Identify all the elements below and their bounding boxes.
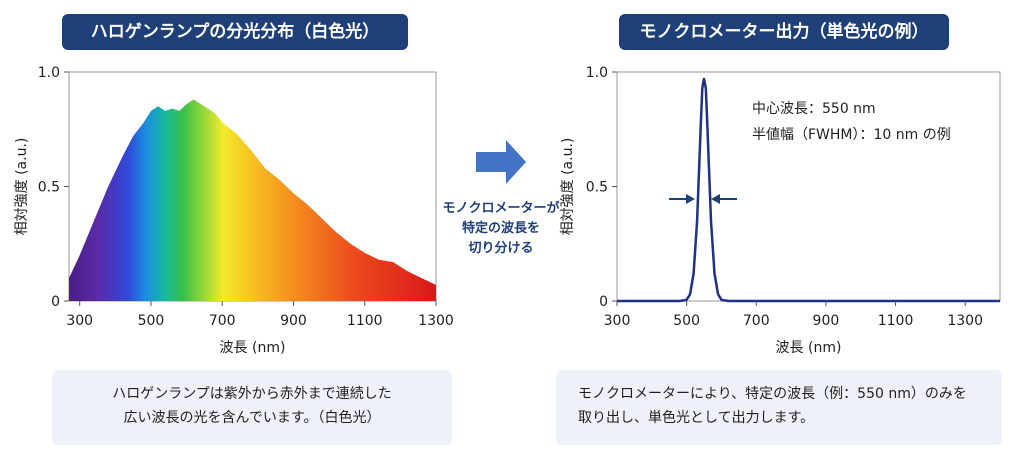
- y-tick-label: 0.5: [38, 180, 60, 196]
- fwhm-right-arrow-icon: [711, 194, 737, 204]
- halogen-spectrum-chart: 300 500 700 900 1100 1300 0 0.5 1.0 波長 (nm) 相対強度 (…: [14, 65, 454, 356]
- x-tick-label: 1300: [418, 313, 454, 329]
- x-axis-label: 波長 (nm): [220, 340, 286, 356]
- fwhm-left-arrow-icon: [669, 194, 695, 204]
- y-tick-label: 1.0: [586, 65, 608, 81]
- left-panel-title: ハロゲンランプの分光分布（白色光）: [62, 14, 408, 50]
- left-note-box: ハロゲンランプは紫外から赤外まで連続した 広い波長の光を含んでいます。（白色光）: [52, 370, 452, 445]
- x-tick-label: 900: [280, 313, 307, 329]
- monochromator-output-chart: 300 500 700 900 1100 1300 0 0.5 1.0 波長 (nm) 相対強度 (…: [560, 65, 1001, 356]
- x-tick-label: 1300: [947, 313, 983, 329]
- x-tick-label: 500: [138, 313, 165, 329]
- right-arrow-icon: [476, 140, 526, 184]
- middle-caption-line: 特定の波長を: [461, 221, 540, 236]
- left-note-line: 広い波長の光を含んでいます。（白色光）: [123, 410, 381, 426]
- x-tick-label: 1100: [878, 313, 914, 329]
- x-tick-label: 300: [66, 313, 93, 329]
- y-tick-label: 0.5: [586, 180, 608, 196]
- x-tick-label: 900: [813, 313, 840, 329]
- spectrum-area: [69, 99, 436, 301]
- right-note-box: モノクロメーターにより、特定の波長（例：550 nm）のみを 取り出し、単色光と…: [556, 370, 1002, 445]
- y-tick-label: 0: [51, 294, 60, 310]
- right-note-line: 取り出し、単色光として出力します。: [578, 410, 815, 426]
- middle-caption-line: 切り分ける: [468, 241, 534, 256]
- left-note-line: ハロゲンランプは紫外から赤外まで連続した: [112, 386, 392, 402]
- fwhm-annotation: 半値幅（FWHM）：10 nm の例: [752, 127, 951, 143]
- y-tick-label: 0: [599, 294, 608, 310]
- right-note-line: モノクロメーターにより、特定の波長（例：550 nm）のみを: [578, 386, 967, 402]
- y-axis-label: 相対強度 (a.u.): [14, 138, 30, 236]
- x-tick-label: 700: [743, 313, 770, 329]
- x-tick-label: 700: [209, 313, 236, 329]
- y-axis-label: 相対強度 (a.u.): [560, 138, 576, 236]
- y-tick-label: 1.0: [38, 65, 60, 81]
- output-line: [617, 77, 1000, 303]
- center-wavelength-annotation: 中心波長：550 nm: [752, 101, 876, 117]
- x-tick-label: 1100: [347, 313, 383, 329]
- middle-caption: モノクロメーターが 特定の波長を 切り分ける: [436, 199, 566, 259]
- middle-caption-line: モノクロメーターが: [442, 201, 560, 216]
- right-panel-title: モノクロメーター出力（単色光の例）: [619, 14, 949, 50]
- x-tick-label: 500: [673, 313, 700, 329]
- x-tick-label: 300: [604, 313, 631, 329]
- x-axis-label: 波長 (nm): [776, 340, 842, 356]
